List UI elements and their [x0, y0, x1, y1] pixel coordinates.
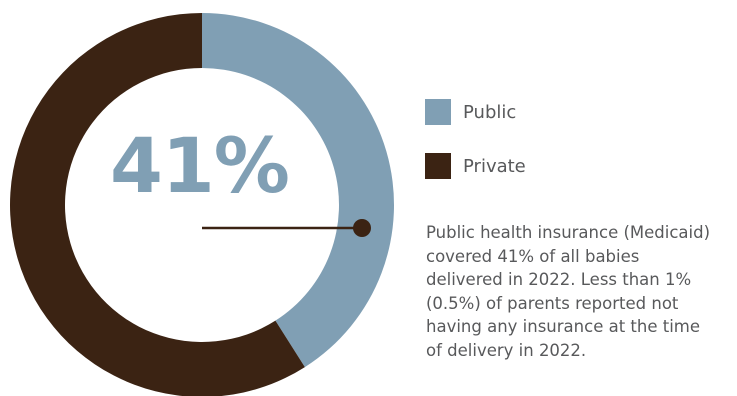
- legend-item-public: Public: [425, 96, 526, 128]
- legend-swatch-private: [425, 153, 451, 179]
- legend-label-private: Private: [463, 155, 526, 177]
- legend-item-private: Private: [425, 150, 526, 182]
- legend-label-public: Public: [463, 101, 517, 123]
- donut-chart: [10, 13, 394, 396]
- legend: Public Private: [425, 96, 526, 204]
- pointer-dot: [353, 219, 371, 237]
- slice-private: [10, 13, 305, 396]
- legend-swatch-public: [425, 99, 451, 125]
- slice-public: [202, 13, 394, 368]
- annotation-text: Public health insurance (Medicaid) cover…: [426, 223, 711, 360]
